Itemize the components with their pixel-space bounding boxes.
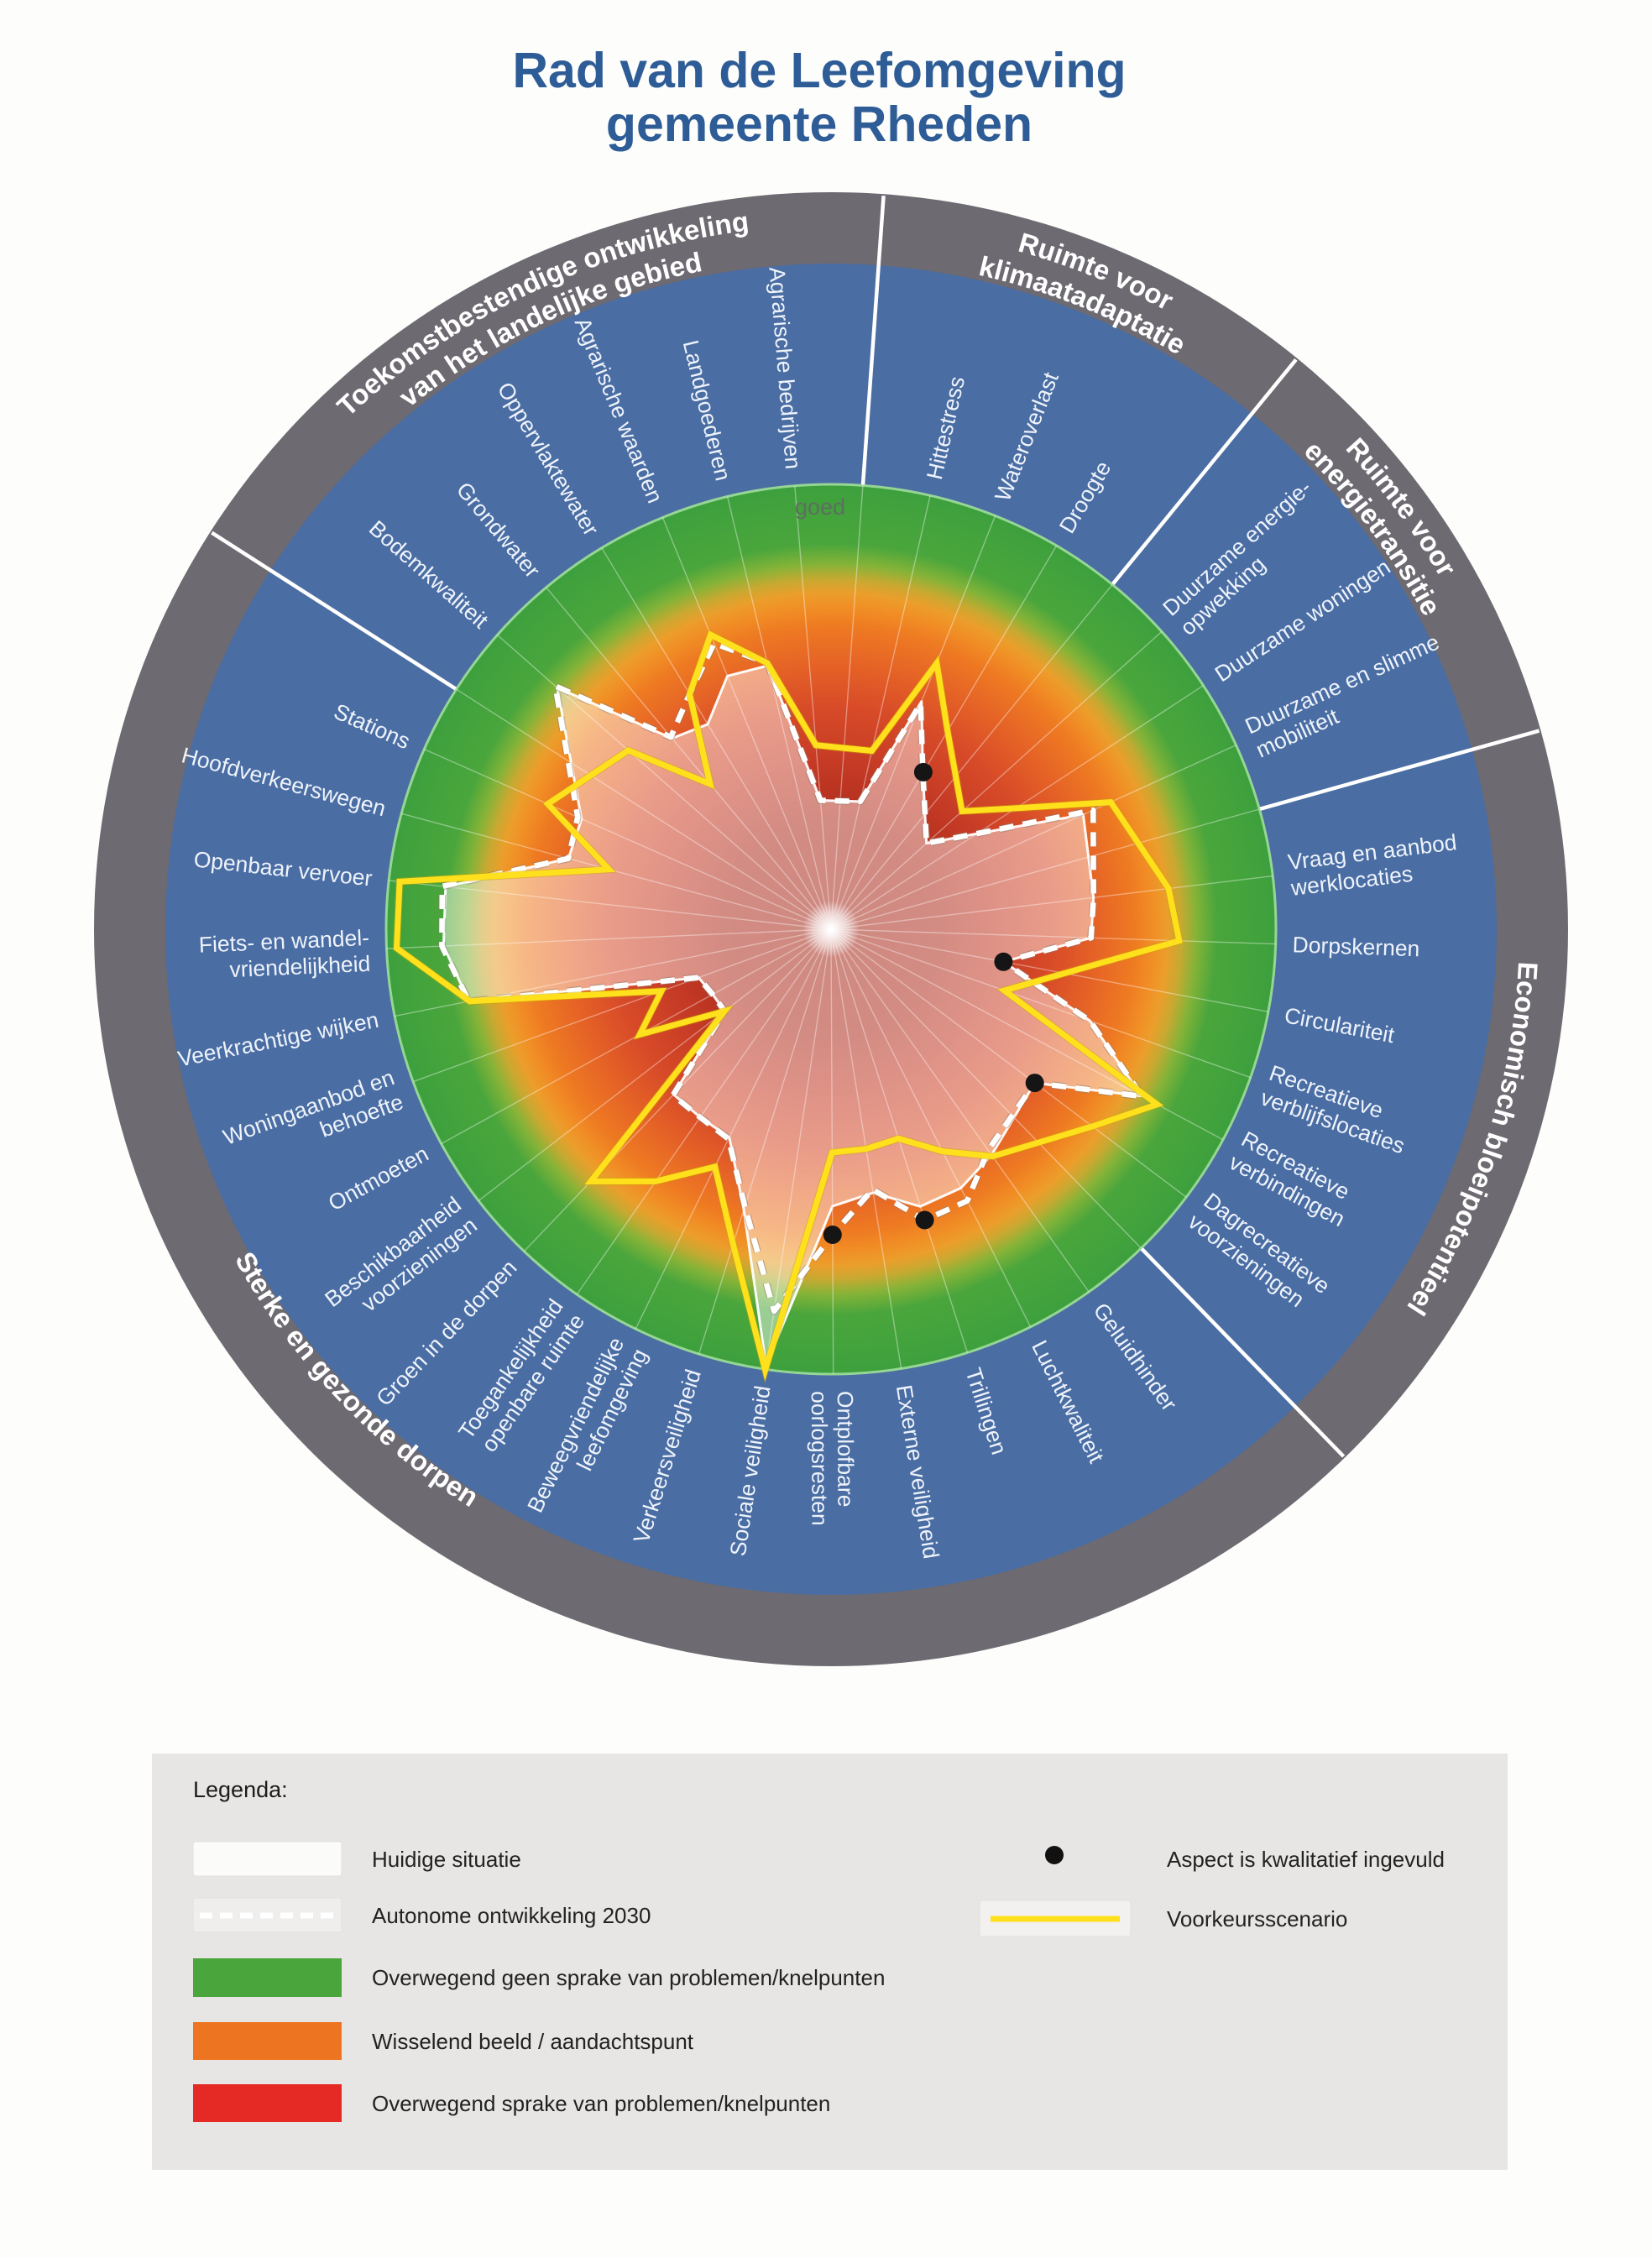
svg-text:Ontplofbare: Ontplofbare (833, 1391, 859, 1508)
svg-text:Legenda:: Legenda: (193, 1777, 288, 1802)
svg-text:oorlogsresten: oorlogsresten (807, 1391, 833, 1526)
svg-text:gemeente Rheden: gemeente Rheden (606, 97, 1032, 152)
svg-text:Autonome ontwikkeling 2030: Autonome ontwikkeling 2030 (372, 1903, 651, 1928)
svg-text:Wisselend beeld / aandachtspun: Wisselend beeld / aandachtspunt (372, 2029, 694, 2054)
svg-text:goed: goed (795, 494, 845, 520)
svg-text:Huidige situatie: Huidige situatie (372, 1847, 521, 1872)
svg-text:Overwegend geen sprake van pro: Overwegend geen sprake van problemen/kne… (372, 1965, 885, 1990)
svg-text:vriendelijkheid: vriendelijkheid (229, 951, 371, 982)
svg-text:Overwegend sprake van probleme: Overwegend sprake van problemen/knelpunt… (372, 2091, 830, 2116)
svg-text:Aspect is kwalitatief ingevuld: Aspect is kwalitatief ingevuld (1167, 1847, 1445, 1872)
svg-text:Dorpskernen: Dorpskernen (1292, 932, 1420, 961)
svg-text:Voorkeursscenario: Voorkeursscenario (1167, 1906, 1347, 1931)
svg-text:Rad van de Leefomgeving: Rad van de Leefomgeving (512, 43, 1126, 98)
